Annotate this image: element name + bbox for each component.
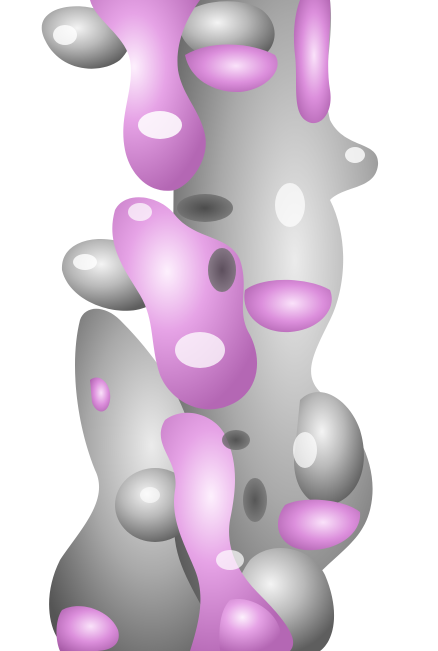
specular-highlights — [53, 25, 365, 570]
surface-cavities — [177, 194, 267, 522]
